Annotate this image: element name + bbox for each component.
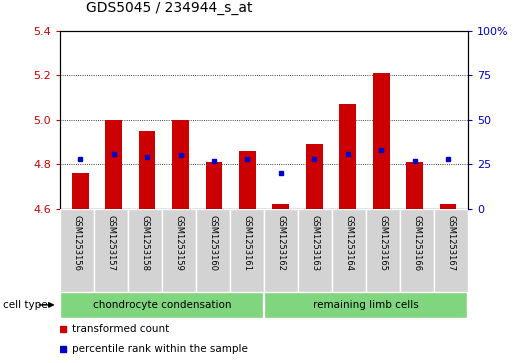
Bar [95,209,128,292]
Bar [265,292,468,318]
Bar [61,209,94,292]
Bar [373,73,390,209]
Bar [401,209,434,292]
Text: GSM1253164: GSM1253164 [345,215,354,270]
Text: GSM1253163: GSM1253163 [311,215,320,271]
Text: percentile rank within the sample: percentile rank within the sample [72,344,248,354]
Bar [406,162,423,209]
Bar [306,144,323,209]
Text: cell type: cell type [3,300,47,310]
Text: GSM1253167: GSM1253167 [447,215,456,271]
Bar [105,120,122,209]
Text: transformed count: transformed count [72,325,169,334]
Bar [367,209,400,292]
Text: GDS5045 / 234944_s_at: GDS5045 / 234944_s_at [86,0,253,15]
Bar [163,209,196,292]
Bar [61,292,264,318]
Bar [206,162,222,209]
Text: GSM1253166: GSM1253166 [413,215,422,271]
Bar [129,209,162,292]
Bar [197,209,230,292]
Text: GSM1253158: GSM1253158 [141,215,150,270]
Text: GSM1253159: GSM1253159 [175,215,184,270]
Text: GSM1253160: GSM1253160 [209,215,218,270]
Text: remaining limb cells: remaining limb cells [313,300,419,310]
Text: chondrocyte condensation: chondrocyte condensation [93,300,231,310]
Bar [172,120,189,209]
Text: GSM1253165: GSM1253165 [379,215,388,270]
Bar [299,209,332,292]
Bar [72,173,88,209]
Bar [435,209,468,292]
Text: GSM1253161: GSM1253161 [243,215,252,270]
Text: GSM1253156: GSM1253156 [73,215,82,270]
Bar [272,204,289,209]
Bar [231,209,264,292]
Bar [239,151,256,209]
Bar [339,104,356,209]
Text: GSM1253157: GSM1253157 [107,215,116,270]
Bar [440,204,457,209]
Text: GSM1253162: GSM1253162 [277,215,286,270]
Bar [265,209,298,292]
Bar [333,209,366,292]
Bar [139,131,155,209]
